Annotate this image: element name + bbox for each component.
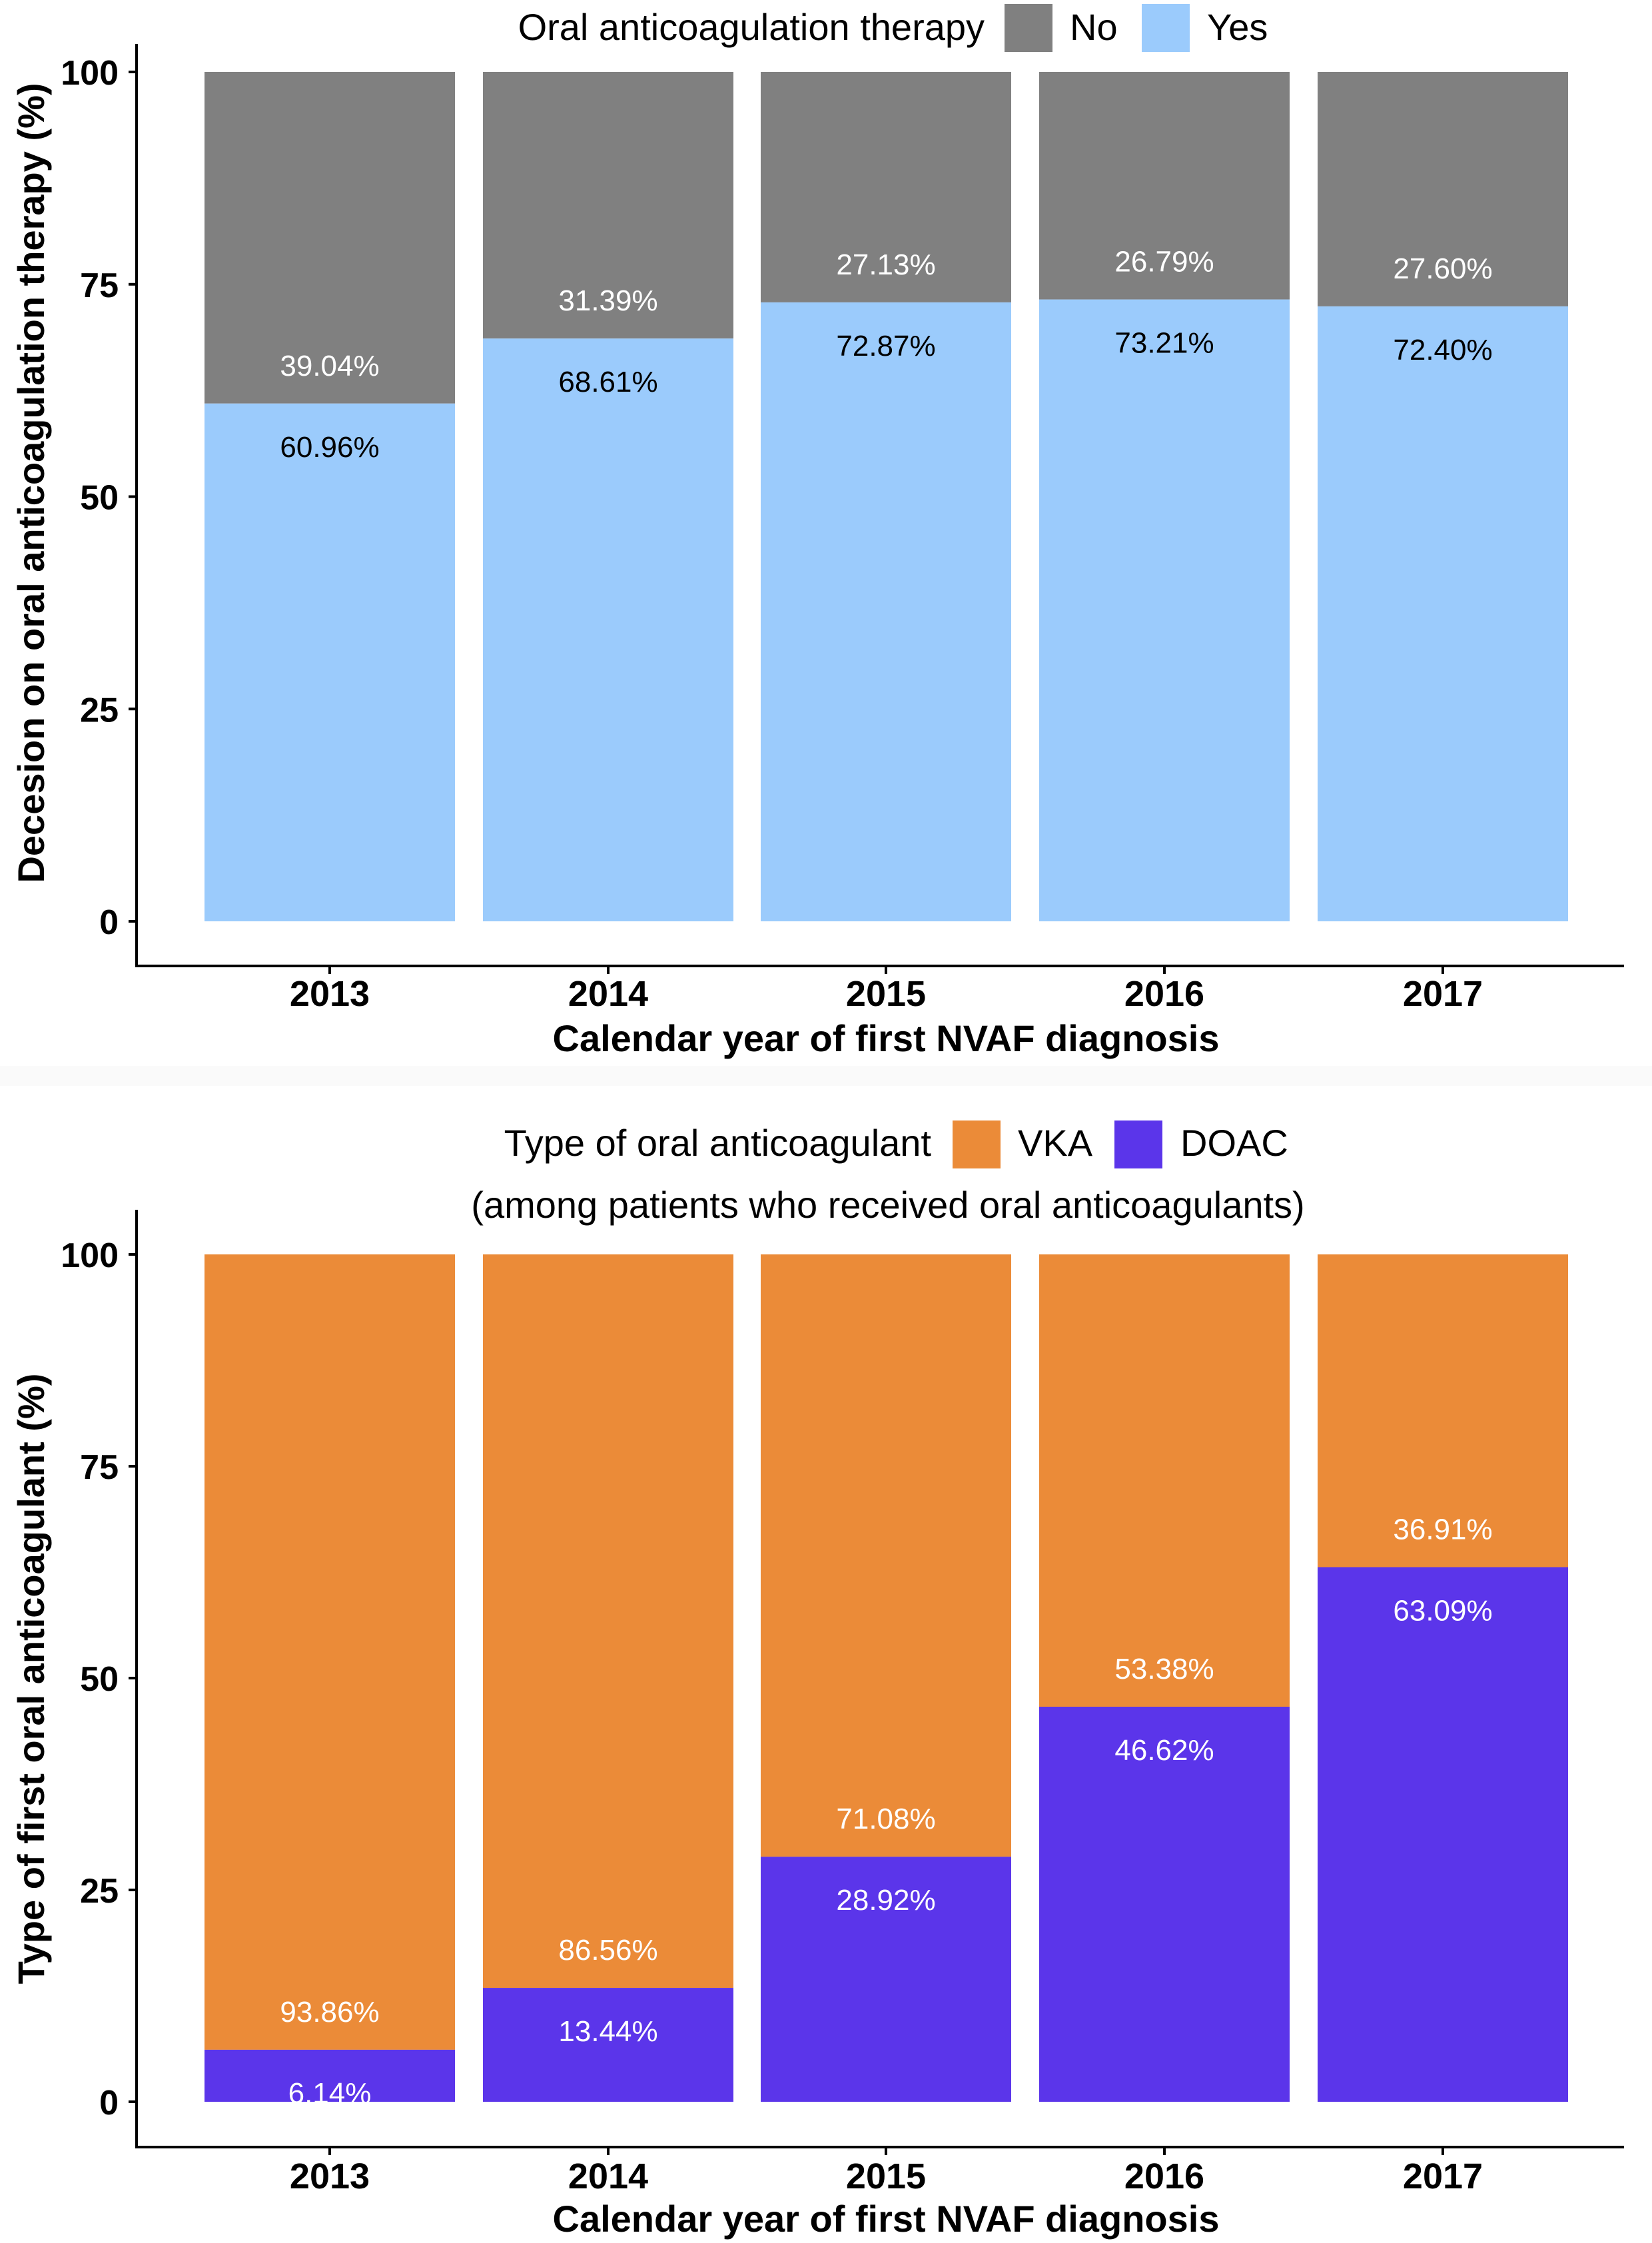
data-label-no-2016: 26.79% <box>1114 246 1214 278</box>
chart-1-svg: Oral anticoagulation therapy No Yes 0 25 5… <box>10 4 1624 1059</box>
y-tick-label: 75 <box>80 266 119 305</box>
legend-label-doac: DOAC <box>1180 1122 1288 1164</box>
panel-divider <box>0 1066 1652 1086</box>
legend-swatch-doac <box>1114 1121 1162 1168</box>
data-label-vka-2017: 36.91% <box>1393 1513 1492 1546</box>
legend-label-vka: VKA <box>1018 1122 1093 1164</box>
data-label-yes-2016: 73.21% <box>1114 327 1214 360</box>
bar-vka-2013 <box>205 1254 455 2050</box>
data-label-doac-2016: 46.62% <box>1114 1734 1214 1767</box>
chart-panel-anticoagulation-decision: Oral anticoagulation therapy No Yes 0 25 5… <box>0 0 1652 1066</box>
bar-doac-2013 <box>205 2049 455 2102</box>
x-axis-label: Calendar year of first NVAF diagnosis <box>553 1017 1220 1059</box>
legend-title: Type of oral anticoagulant <box>504 1122 932 1164</box>
legend-swatch-yes <box>1142 4 1190 52</box>
data-label-vka-2013: 93.86% <box>280 1996 379 2028</box>
x-tick-label: 2013 <box>290 974 370 1014</box>
data-label-no-2013: 39.04% <box>280 350 379 382</box>
x-tick-label: 2017 <box>1403 2156 1483 2196</box>
bar-no-2016 <box>1039 72 1290 300</box>
bar-vka-2017 <box>1318 1254 1568 1568</box>
bar-vka-2016 <box>1039 1254 1290 1707</box>
y-axis-label: Decesion on oral anticoagulation therapy… <box>10 83 52 883</box>
x-tick-label: 2015 <box>846 2156 926 2196</box>
legend-subtitle: (among patients who received oral antico… <box>471 1184 1304 1226</box>
y-tick-label: 100 <box>61 54 119 93</box>
bar-no-2017 <box>1318 72 1568 306</box>
bar-doac-2017 <box>1318 1567 1568 2102</box>
x-tick-label: 2013 <box>290 2156 370 2196</box>
y-tick-label: 50 <box>80 1660 119 1699</box>
y-axis-label: Type of first oral anticoagulant (%) <box>10 1374 52 1985</box>
x-axis-label: Calendar year of first NVAF diagnosis <box>553 2198 1220 2240</box>
x-tick-label: 2016 <box>1124 2156 1204 2196</box>
y-tick-label: 75 <box>80 1448 119 1487</box>
y-axis-ticks: 0 25 50 75 100 <box>61 54 137 942</box>
bar-no-2013 <box>205 72 455 404</box>
y-tick-label: 100 <box>61 1236 119 1275</box>
bar-yes-2014 <box>483 338 733 921</box>
data-label-yes-2015: 72.87% <box>836 330 935 362</box>
legend-label-yes: Yes <box>1207 6 1268 48</box>
legend-swatch-no <box>1005 4 1052 52</box>
data-label-doac-2015: 28.92% <box>836 1884 935 1917</box>
data-label-yes-2017: 72.40% <box>1393 334 1492 366</box>
y-axis-ticks: 0 25 50 75 100 <box>61 1236 137 2122</box>
bar-yes-2016 <box>1039 299 1290 921</box>
x-tick-label: 2015 <box>846 974 926 1014</box>
bars: 93.86% 6.14% 86.56% 13.44% 71.08% 28.92% 53.38… <box>205 1254 1568 2110</box>
bar-doac-2015 <box>761 1857 1011 2102</box>
chart-panel-anticoagulant-type: Type of oral anticoagulant VKA DOAC (amo… <box>0 1086 1652 2243</box>
data-label-doac-2013: 6.14% <box>288 2077 372 2110</box>
data-label-no-2015: 27.13% <box>836 248 935 281</box>
data-label-vka-2016: 53.38% <box>1114 1653 1214 1685</box>
data-label-no-2014: 31.39% <box>558 284 657 317</box>
bar-doac-2016 <box>1039 1706 1290 2102</box>
data-label-yes-2014: 68.61% <box>558 366 657 398</box>
data-label-doac-2017: 63.09% <box>1393 1594 1492 1627</box>
y-tick-label: 25 <box>80 1872 119 1911</box>
bar-yes-2013 <box>205 403 455 921</box>
data-label-vka-2015: 71.08% <box>836 1803 935 1835</box>
x-axis-ticks: 2013 2014 2015 2016 2017 <box>290 2147 1483 2196</box>
bar-vka-2015 <box>761 1254 1011 1857</box>
data-label-no-2017: 27.60% <box>1393 252 1492 285</box>
y-tick-label: 50 <box>80 479 119 518</box>
y-tick-label: 25 <box>80 691 119 729</box>
bar-doac-2014 <box>483 1988 733 2102</box>
data-label-vka-2014: 86.56% <box>558 1934 657 1967</box>
y-tick-label: 0 <box>99 903 119 942</box>
bar-no-2014 <box>483 72 733 339</box>
x-tick-label: 2017 <box>1403 974 1483 1014</box>
bars: 39.04% 60.96% 31.39% 68.61% 27.13% 72.87% 26.7… <box>205 72 1568 922</box>
x-tick-label: 2016 <box>1124 974 1204 1014</box>
bar-no-2015 <box>761 72 1011 302</box>
legend-swatch-vka <box>953 1121 1001 1168</box>
chart-2-svg: Type of oral anticoagulant VKA DOAC (amo… <box>10 1121 1624 2240</box>
bar-yes-2017 <box>1318 306 1568 921</box>
data-label-yes-2013: 60.96% <box>280 431 379 464</box>
x-axis-ticks: 2013 2014 2015 2016 2017 <box>290 966 1483 1014</box>
legend-label-no: No <box>1070 6 1118 48</box>
bar-yes-2015 <box>761 302 1011 922</box>
data-label-doac-2014: 13.44% <box>558 2015 657 2048</box>
x-tick-label: 2014 <box>568 974 648 1014</box>
y-tick-label: 0 <box>99 2084 119 2122</box>
bar-vka-2014 <box>483 1254 733 1989</box>
x-tick-label: 2014 <box>568 2156 648 2196</box>
legend-title: Oral anticoagulation therapy <box>518 6 985 48</box>
